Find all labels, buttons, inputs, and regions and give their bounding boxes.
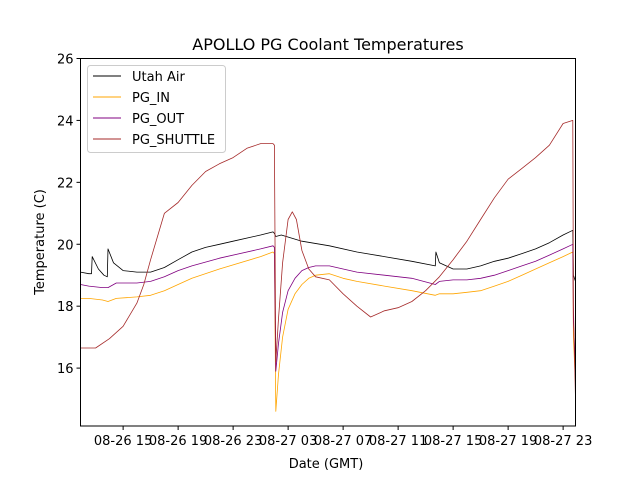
x-tick-label: 08-26 23 — [204, 434, 262, 449]
chart-title: APOLLO PG Coolant Temperatures — [192, 35, 463, 54]
x-tick-label: 08-26 15 — [94, 434, 152, 449]
y-axis-label: Temperature (C) — [33, 189, 48, 296]
y-tick-label: 22 — [57, 176, 74, 191]
legend: Utah Air PG_IN PG_OUT PG_SHUTTLE — [87, 65, 226, 153]
x-axis-label: Date (GMT) — [289, 457, 364, 472]
series-line-pg-out — [80, 243, 576, 372]
legend-label: PG_OUT — [132, 112, 184, 127]
y-tick-label: 26 — [57, 53, 74, 68]
plot-frame — [80, 58, 576, 427]
x-tick-label: 08-27 11 — [369, 434, 427, 449]
y-tick-label: 20 — [57, 238, 74, 253]
y-tick-label: 18 — [57, 300, 74, 315]
x-tick-label: 08-27 15 — [424, 434, 482, 449]
legend-label: PG_IN — [132, 91, 170, 106]
x-tick-label: 08-26 19 — [149, 434, 207, 449]
x-tick-label: 08-27 23 — [534, 434, 592, 449]
x-tick-label: 08-27 19 — [479, 434, 537, 449]
series-line-pg-in — [80, 251, 576, 412]
legend-label: PG_SHUTTLE — [132, 133, 215, 148]
y-tick-label: 16 — [57, 362, 74, 377]
legend-box — [87, 65, 226, 153]
x-tick-label: 08-27 07 — [314, 434, 372, 449]
legend-label: Utah Air — [132, 70, 185, 85]
x-tick-label: 08-27 03 — [259, 434, 317, 449]
y-axis: 16 18 20 22 24 26 — [57, 53, 81, 377]
series-layer — [80, 120, 576, 412]
series-line-utah-air — [80, 229, 576, 282]
series-line-pg-shuttle — [80, 120, 576, 400]
y-tick-label: 24 — [57, 114, 74, 129]
